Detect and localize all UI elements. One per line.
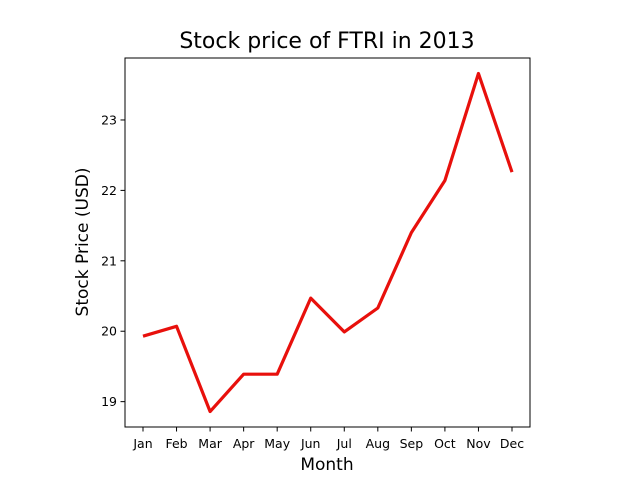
series-line <box>142 71 514 414</box>
y-axis-label: Stock Price (USD) <box>73 168 93 317</box>
y-axis-ticks: 19 20 21 22 23 <box>101 112 125 409</box>
chart-title: Stock price of FTRI in 2013 <box>179 29 474 54</box>
x-tick-label: Feb <box>165 436 187 451</box>
plot-frame <box>124 57 531 428</box>
y-tick-label: 20 <box>101 324 117 339</box>
y-tick-label: 23 <box>101 112 117 127</box>
x-tick-label: May <box>264 436 290 451</box>
x-tick-label: Mar <box>198 436 222 451</box>
x-tick-label: Jan <box>132 436 152 451</box>
x-tick-label: Apr <box>233 436 255 451</box>
x-tick-label: Sep <box>400 436 424 451</box>
x-tick-label: Dec <box>500 436 524 451</box>
x-tick-label: Nov <box>466 436 491 451</box>
x-tick-label: Jun <box>300 436 321 451</box>
x-tick-label: Oct <box>434 436 456 451</box>
x-tick-label: Jul <box>336 436 352 451</box>
x-tick-label: Aug <box>366 436 390 451</box>
y-tick-label: 21 <box>101 253 117 268</box>
y-tick-label: 19 <box>101 394 117 409</box>
y-tick-label: 22 <box>101 183 117 198</box>
x-axis-label: Month <box>300 455 353 475</box>
x-axis-ticks: Jan Feb Mar Apr May Jun Jul Aug Sep Oct Nov Dec <box>132 427 524 451</box>
